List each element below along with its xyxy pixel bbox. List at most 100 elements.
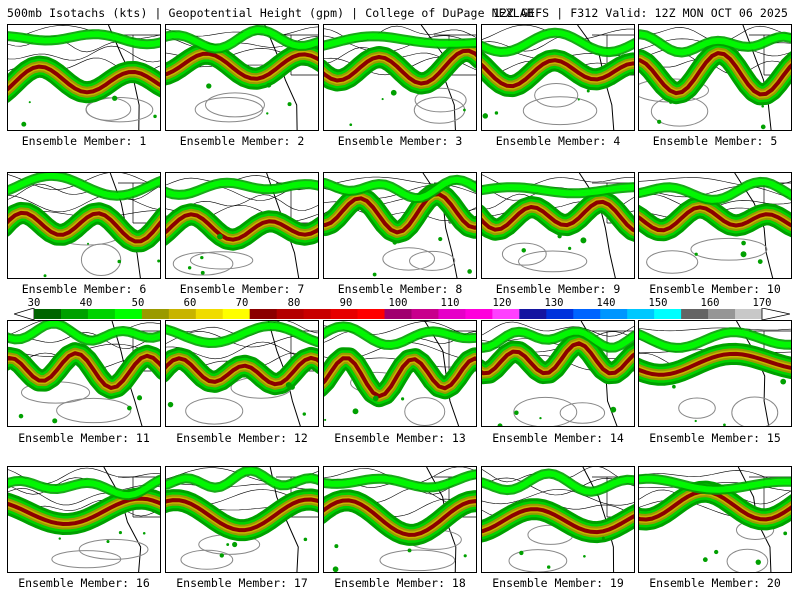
isotach-patch — [302, 412, 306, 416]
isotach-patch — [467, 269, 472, 274]
height-contour — [8, 194, 160, 213]
isotach-patch — [112, 95, 118, 101]
colorbar-tick: 80 — [287, 297, 301, 309]
colorbar-swatch — [411, 309, 439, 319]
colorbar-tick: 150 — [648, 297, 668, 309]
jet-stream-map — [639, 173, 791, 278]
jet-stream-map — [324, 173, 476, 278]
isotach-band — [166, 212, 318, 242]
map-title: 500mb Isotachs (kts) | Geopotential Heig… — [7, 6, 534, 20]
isotach-patch — [137, 395, 143, 401]
coastline — [264, 25, 298, 130]
isotach-band — [324, 48, 476, 86]
ensemble-member-map — [638, 320, 792, 427]
isotach-band — [8, 31, 160, 48]
isotach-patch — [714, 549, 719, 555]
isotach-band — [639, 351, 791, 377]
colorbar-arrow-left — [14, 308, 35, 320]
height-contour — [8, 183, 160, 200]
isotach-patch — [87, 242, 90, 245]
isotach-patch — [157, 259, 160, 263]
isotach-band — [8, 476, 160, 499]
isotach-band — [639, 205, 791, 233]
isotach-band — [324, 323, 476, 348]
isotach-patch — [438, 236, 443, 242]
ensemble-member-map — [7, 172, 161, 279]
colorbar-swatches — [14, 308, 790, 320]
height-contour — [80, 243, 122, 277]
isotach-patch — [58, 537, 61, 540]
run-valid-time: 12Z GEFS | F312 Valid: 12Z MON OCT 06 20… — [493, 6, 788, 20]
ensemble-member-map — [323, 466, 477, 573]
isotach-patch — [52, 418, 58, 424]
ensemble-member-label: Ensemble Member: 4 — [495, 134, 621, 148]
height-contour — [8, 45, 160, 63]
isotach-patch — [18, 413, 24, 419]
colorbar-swatch — [87, 309, 116, 319]
isotach-patch — [117, 259, 122, 264]
height-contour — [408, 250, 456, 271]
isotach-patch — [127, 405, 132, 411]
isotach-band — [324, 33, 476, 49]
isotach-patch — [783, 531, 788, 536]
isotach-patch — [392, 240, 398, 245]
isotach-band — [639, 31, 791, 56]
jet-stream-map — [324, 467, 476, 572]
isotach-band — [482, 199, 634, 233]
height-contour — [482, 489, 634, 506]
isotach-patch — [557, 234, 562, 239]
isotach-patch — [723, 423, 726, 426]
ensemble-member-label: Ensemble Member: 8 — [337, 282, 463, 296]
jet-stream-map — [482, 173, 634, 278]
height-contour — [678, 397, 716, 419]
ensemble-member-map — [7, 466, 161, 573]
isotach-patch — [324, 418, 327, 422]
isotach-band — [482, 341, 634, 376]
isotach-patch — [401, 397, 405, 401]
isotach-patch — [669, 100, 673, 104]
colorbar-swatch — [222, 309, 251, 319]
isotach-band — [8, 496, 160, 526]
isotach-patch — [187, 266, 192, 270]
isotach-patch — [372, 395, 379, 402]
colorbar-swatch — [735, 309, 763, 319]
isotach-patch — [167, 401, 174, 408]
isotach-band — [482, 29, 634, 56]
jet-stream-map — [482, 467, 634, 572]
colorbar-swatch — [276, 309, 305, 319]
isotach-patch — [463, 108, 466, 112]
isotach-band — [166, 179, 318, 198]
colorbar-swatch — [168, 309, 197, 319]
ensemble-member-map — [481, 466, 635, 573]
isotach-patch — [760, 124, 766, 130]
colorbar-swatch — [357, 309, 386, 319]
isotach-band — [8, 351, 160, 390]
jet-stream-map — [166, 25, 318, 130]
colorbar-tick: 50 — [131, 297, 145, 309]
isotach-patch — [407, 548, 412, 553]
colorbar-tick: 70 — [235, 297, 249, 309]
ensemble-member-map — [7, 24, 161, 131]
isotach-patch — [761, 104, 764, 108]
isotach-patch — [672, 384, 676, 389]
isotach-patch — [43, 274, 47, 278]
isotach-band — [8, 210, 160, 244]
ensemble-member-label: Ensemble Member: 20 — [649, 576, 781, 590]
isotach-patch — [142, 531, 146, 535]
isotach-patch — [289, 384, 295, 390]
height-contour — [172, 251, 234, 276]
colorbar-swatch — [492, 309, 520, 319]
isotach-band — [482, 328, 634, 351]
height-contour — [731, 396, 779, 426]
isotach-patch — [740, 251, 747, 258]
ensemble-member-label: Ensemble Member: 17 — [176, 576, 308, 590]
isotach-band — [324, 192, 476, 235]
isotach-band — [639, 329, 791, 351]
ensemble-member-map — [165, 320, 319, 427]
isotach-patch — [219, 553, 224, 558]
isotach-patch — [780, 378, 787, 385]
isotach-band — [166, 355, 318, 387]
isotach-patch — [352, 408, 359, 415]
isotach-patch — [694, 252, 698, 256]
isotach-patch — [28, 101, 31, 104]
